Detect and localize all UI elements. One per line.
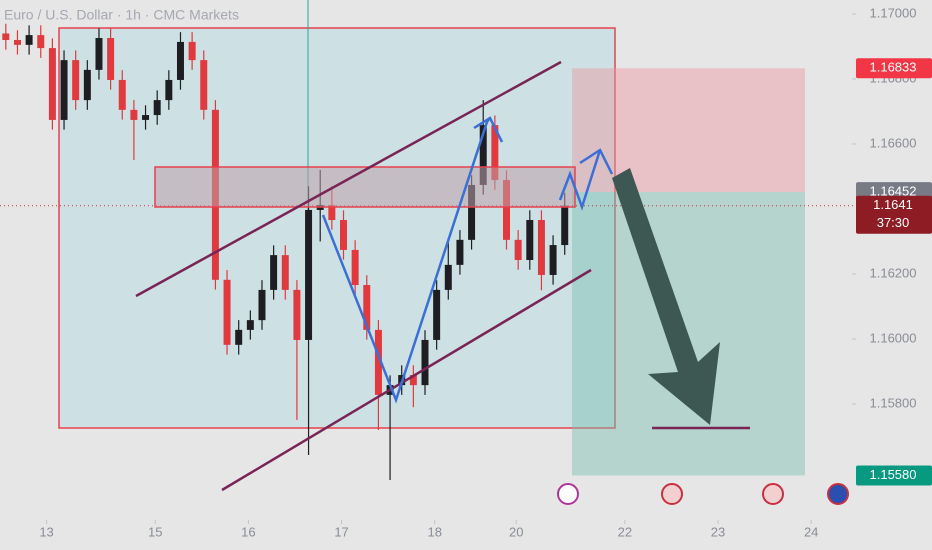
price-label: 1.16833 <box>870 60 917 75</box>
range-box <box>58 27 616 429</box>
candle-body <box>176 41 184 80</box>
x-tick-label: 24 <box>804 524 818 539</box>
candle-body <box>526 220 534 260</box>
candle-body <box>514 239 522 260</box>
candle-body <box>246 320 254 330</box>
y-tick-label: 1.16200 <box>870 265 917 280</box>
event-icon[interactable] <box>661 483 683 505</box>
candle-body <box>130 109 138 120</box>
candle-body <box>421 339 429 386</box>
candle-body <box>340 220 347 250</box>
target-arrow <box>612 168 720 425</box>
candle-body <box>561 205 569 246</box>
projection-arrow <box>579 148 614 175</box>
candle-body <box>456 239 464 265</box>
candle-body <box>293 289 301 340</box>
projection-path <box>558 149 602 211</box>
event-icon[interactable] <box>827 483 849 505</box>
candle-body <box>95 38 103 70</box>
candle-body <box>328 205 336 221</box>
candle-body <box>258 289 266 321</box>
chart-title: Euro / U.S. Dollar · 1h · CMC Markets <box>4 7 239 23</box>
event-icon[interactable] <box>762 483 784 505</box>
candle-body <box>118 79 126 110</box>
x-tick-label: 13 <box>39 524 53 539</box>
candle-body <box>374 329 382 395</box>
candle-body <box>235 329 243 345</box>
candle-body <box>491 125 499 181</box>
price-label: 1.15580 <box>870 467 917 482</box>
countdown: 37:30 <box>877 215 910 230</box>
candle-body <box>409 375 417 386</box>
price-label-bg <box>856 195 932 234</box>
channel-lower <box>221 268 592 492</box>
candle-body <box>188 41 196 61</box>
price-label: 1.1641 <box>873 197 913 212</box>
candle-body <box>107 38 115 80</box>
target-zone <box>572 192 805 476</box>
candle-body <box>60 60 68 120</box>
price-label-bg <box>856 58 932 79</box>
x-tick-label: 23 <box>711 524 725 539</box>
candle-body <box>351 249 359 286</box>
candle-body <box>48 48 56 120</box>
y-tick-label: 1.17000 <box>870 5 917 20</box>
channel-upper <box>135 60 562 298</box>
candle-body <box>83 69 91 101</box>
x-tick-label: 22 <box>618 524 632 539</box>
candle-body <box>72 60 80 101</box>
candle-body <box>2 33 10 40</box>
candle-body <box>468 184 476 240</box>
x-tick-label: 16 <box>241 524 255 539</box>
drawings-over <box>135 60 849 505</box>
candle-body <box>165 79 173 101</box>
x-tick-label: 20 <box>509 524 523 539</box>
y-tick-label: 1.15800 <box>870 395 917 410</box>
candle-body <box>305 209 313 340</box>
candle-body <box>142 115 150 120</box>
price-label: 1.16452 <box>870 184 917 199</box>
candle-body <box>223 279 231 345</box>
candle-body <box>25 35 33 45</box>
candle-body <box>37 35 45 49</box>
x-tick-label: 15 <box>148 524 162 539</box>
candle-body <box>270 255 278 290</box>
x-tick-label: 18 <box>427 524 441 539</box>
drawings-under <box>58 0 616 429</box>
candle-body <box>433 289 441 340</box>
candle-body <box>444 264 452 290</box>
candle-body <box>503 180 510 240</box>
y-tick-label: 1.16600 <box>870 135 917 150</box>
candle-body <box>13 39 21 45</box>
candle-body <box>537 220 545 275</box>
price-label-bg <box>856 465 932 486</box>
wave-arrow <box>473 116 504 143</box>
candle-body <box>281 255 289 290</box>
axes: 1.170001.168001.166001.162001.160001.158… <box>39 5 916 539</box>
candle-body <box>479 125 487 185</box>
resistance-zone <box>154 166 576 208</box>
candle-body <box>200 60 208 110</box>
candle-body <box>363 285 371 330</box>
event-icon[interactable] <box>557 483 579 505</box>
y-tick-label: 1.16000 <box>870 330 917 345</box>
x-tick-label: 17 <box>334 524 348 539</box>
candle-body <box>153 100 161 116</box>
candle-body <box>549 245 557 275</box>
stop-zone <box>572 68 805 193</box>
